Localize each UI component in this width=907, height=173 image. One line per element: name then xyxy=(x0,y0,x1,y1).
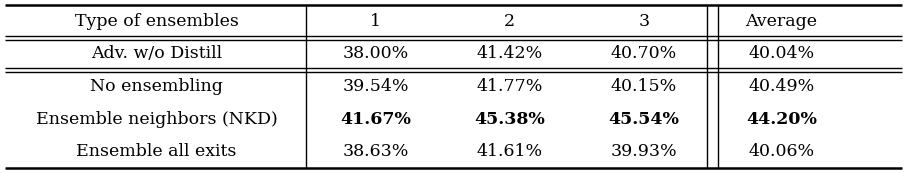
Text: 45.54%: 45.54% xyxy=(609,111,679,128)
Text: 41.42%: 41.42% xyxy=(476,45,543,62)
Text: 41.77%: 41.77% xyxy=(476,78,543,95)
Text: Adv. w/o Distill: Adv. w/o Distill xyxy=(91,45,222,62)
Text: 39.93%: 39.93% xyxy=(610,143,678,160)
Text: 40.15%: 40.15% xyxy=(610,78,678,95)
Text: 41.67%: 41.67% xyxy=(340,111,411,128)
Text: 3: 3 xyxy=(639,13,649,30)
Text: 41.61%: 41.61% xyxy=(477,143,542,160)
Text: 38.00%: 38.00% xyxy=(342,45,409,62)
Text: 39.54%: 39.54% xyxy=(342,78,409,95)
Text: Type of ensembles: Type of ensembles xyxy=(74,13,239,30)
Text: 38.63%: 38.63% xyxy=(342,143,409,160)
Text: Average: Average xyxy=(746,13,817,30)
Text: Ensemble neighbors (NKD): Ensemble neighbors (NKD) xyxy=(35,111,278,128)
Text: 2: 2 xyxy=(504,13,515,30)
Text: 44.20%: 44.20% xyxy=(746,111,817,128)
Text: 40.04%: 40.04% xyxy=(748,45,814,62)
Text: No ensembling: No ensembling xyxy=(90,78,223,95)
Text: Ensemble all exits: Ensemble all exits xyxy=(76,143,237,160)
Text: 45.38%: 45.38% xyxy=(474,111,545,128)
Text: 1: 1 xyxy=(370,13,381,30)
Text: 40.70%: 40.70% xyxy=(610,45,678,62)
Text: 40.06%: 40.06% xyxy=(748,143,814,160)
Text: 40.49%: 40.49% xyxy=(748,78,814,95)
